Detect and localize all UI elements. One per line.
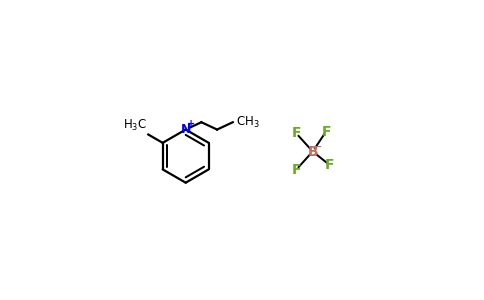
Text: N: N bbox=[181, 123, 191, 136]
Text: F: F bbox=[325, 158, 334, 172]
Text: −: − bbox=[314, 142, 322, 152]
Text: F: F bbox=[321, 124, 331, 139]
Text: H$_3$C: H$_3$C bbox=[123, 118, 147, 134]
Text: CH$_3$: CH$_3$ bbox=[236, 115, 259, 130]
Text: +: + bbox=[187, 119, 195, 130]
Text: B: B bbox=[307, 145, 318, 158]
Text: F: F bbox=[291, 163, 301, 177]
Text: F: F bbox=[291, 126, 301, 140]
